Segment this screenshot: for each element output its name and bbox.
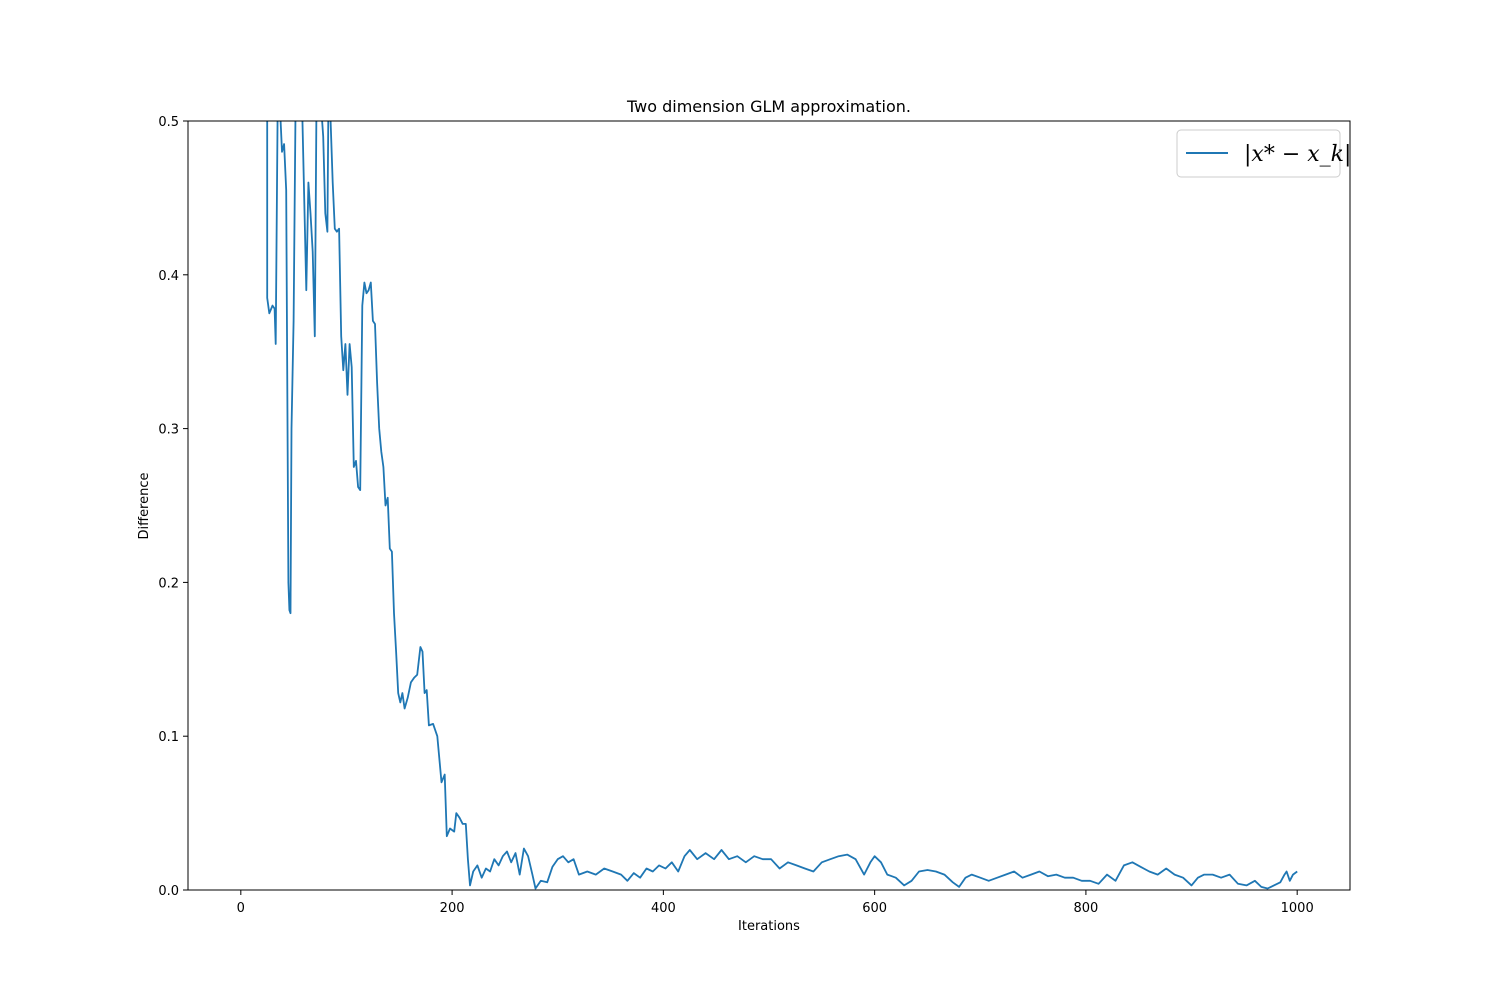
x-tick-label: 1000 [1281,901,1314,916]
x-tick-label: 200 [440,901,465,916]
legend-box [1176,129,1341,178]
y-tick-label: 0.5 [158,115,179,130]
plot-frame [187,120,1351,891]
y-tick-label: 0.1 [158,730,179,745]
x-tick-label: 400 [651,901,676,916]
x-tick-label: 600 [862,901,887,916]
y-tick-label: 0.3 [158,423,179,438]
y-axis: 0.0 0.1 0.2 0.3 0.4 0.5 [158,115,188,899]
x-axis-label: Iterations [738,919,800,934]
y-axis-label: Difference [137,472,152,539]
series-line [266,121,1298,890]
chart-title: Two dimension GLM approximation. [626,97,911,116]
x-tick-label: 800 [1073,901,1098,916]
x-axis: 0 200 400 600 800 1000 [237,890,1314,916]
legend-label: |x* − x_k| [1244,142,1351,167]
legend: |x* − x_k| [1176,129,1351,178]
series-layer [266,121,1298,890]
y-tick-label: 0.0 [158,884,179,899]
y-tick-label: 0.4 [158,269,179,284]
x-tick-label: 0 [237,901,245,916]
y-tick-label: 0.2 [158,576,179,591]
